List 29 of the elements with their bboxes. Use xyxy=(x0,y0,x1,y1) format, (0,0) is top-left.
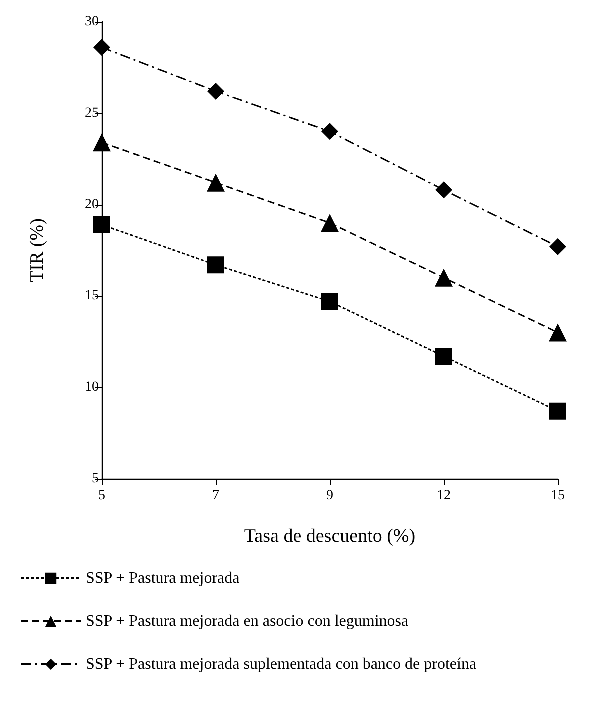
point xyxy=(436,348,452,366)
legend-label: SSP + Pastura mejorada en asocio con leguminosa xyxy=(86,613,409,630)
y-tick-label: 15 xyxy=(85,288,99,304)
y-axis-title: TIR (%) xyxy=(27,218,48,282)
point xyxy=(436,182,452,199)
point xyxy=(322,293,338,310)
point xyxy=(321,214,339,232)
y-tick-label: 30 xyxy=(85,14,99,30)
x-tick-label: 9 xyxy=(326,488,334,504)
point xyxy=(208,256,224,274)
point xyxy=(550,402,566,420)
y-tick-label: 10 xyxy=(85,380,99,396)
y-tick-label: 25 xyxy=(85,106,99,121)
point xyxy=(322,123,338,140)
x-axis-title: Tasa de descuento (%) xyxy=(244,526,416,547)
x-tick-label: 12 xyxy=(437,488,451,504)
x-tick-label: 7 xyxy=(212,488,220,504)
point xyxy=(207,174,225,192)
point xyxy=(549,324,567,342)
point xyxy=(435,268,453,287)
point xyxy=(94,216,110,234)
point xyxy=(208,82,224,100)
legend-label: SSP + Pastura mejorada suplementada con banco de proteína xyxy=(86,656,477,673)
x-tick-label: 15 xyxy=(551,488,565,504)
y-tick-label: 20 xyxy=(85,197,99,212)
point xyxy=(550,238,566,256)
legend-label: SSP + Pastura mejorada xyxy=(86,570,240,587)
point xyxy=(94,39,110,56)
point xyxy=(93,134,111,152)
